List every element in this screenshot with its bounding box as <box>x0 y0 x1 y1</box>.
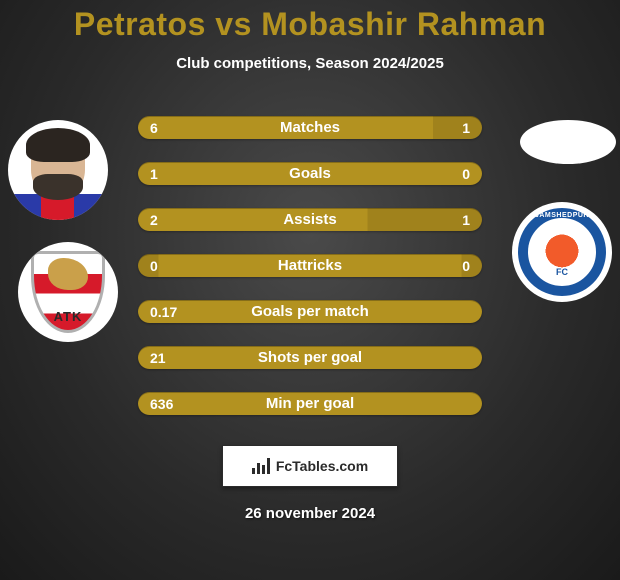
right-club-text: JAMSHEDPUR <box>512 212 612 219</box>
right-club-badge: FC JAMSHEDPUR <box>512 202 612 302</box>
stat-row: 0.17 Goals per match <box>138 300 482 323</box>
content: Petratos vs Mobashir Rahman Club competi… <box>0 0 620 580</box>
stat-label: Matches <box>280 119 340 136</box>
left-club-badge: ATK <box>18 242 118 342</box>
stat-row: 21 Shots per goal <box>138 346 482 369</box>
stat-label: Hattricks <box>278 257 342 274</box>
stat-label: Goals <box>289 165 331 182</box>
stat-left-value: 2 <box>150 212 158 228</box>
right-club-fc: FC <box>535 267 589 277</box>
stat-row: 6 Matches 1 <box>138 116 482 139</box>
stat-label: Min per goal <box>266 395 354 412</box>
right-side: FC JAMSHEDPUR <box>510 120 620 302</box>
stat-left-value: 6 <box>150 120 158 136</box>
stat-right-value: 0 <box>462 258 470 274</box>
stat-label: Shots per goal <box>258 349 362 366</box>
footer-brand-text: FcTables.com <box>276 458 368 474</box>
stat-label: Goals per match <box>251 303 369 320</box>
stat-row: 636 Min per goal <box>138 392 482 415</box>
left-player-avatar <box>8 120 108 220</box>
stat-row: 2 Assists 1 <box>138 208 482 231</box>
left-side: ATK <box>0 120 110 342</box>
stats-rows: 6 Matches 1 1 Goals 0 2 Assists 1 0 Hattricks 0 0.17… <box>138 116 482 415</box>
stat-left-value: 0 <box>150 258 158 274</box>
subtitle: Club competitions, Season 2024/2025 <box>176 55 444 72</box>
footer-brand-card: FcTables.com <box>222 445 398 487</box>
chart-icon <box>252 458 270 474</box>
stat-right-value: 1 <box>462 120 470 136</box>
stat-label: Assists <box>283 211 336 228</box>
right-player-avatar <box>520 120 616 164</box>
stat-left-value: 636 <box>150 396 173 412</box>
left-club-text: ATK <box>18 309 118 324</box>
stat-right-value: 1 <box>462 212 470 228</box>
stat-left-value: 21 <box>150 350 166 366</box>
page-title: Petratos vs Mobashir Rahman <box>74 6 546 43</box>
stat-right-value: 0 <box>462 166 470 182</box>
stat-left-value: 0.17 <box>150 304 177 320</box>
date-text: 26 november 2024 <box>245 505 375 522</box>
stat-left-value: 1 <box>150 166 158 182</box>
stat-row: 0 Hattricks 0 <box>138 254 482 277</box>
stat-row: 1 Goals 0 <box>138 162 482 185</box>
